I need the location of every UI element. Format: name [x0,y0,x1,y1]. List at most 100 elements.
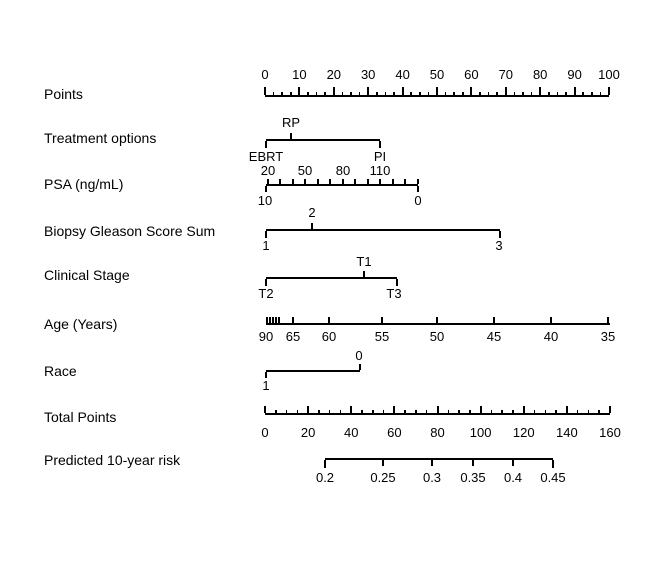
gleason-tick [265,231,267,238]
total-tick [275,409,277,413]
points-tick [453,91,455,95]
total-tick [479,406,482,413]
row-label-risk: Predicted 10-year risk [44,452,181,468]
stage-tick [265,279,267,286]
psa-tick [366,179,369,184]
risk-tick [552,460,554,468]
risk-tick [382,460,384,466]
stage-tick [363,271,365,277]
stage-tick [396,279,398,286]
psa-tick-label: 80 [335,163,351,178]
race-tick-label: 0 [355,348,363,363]
total-tick [318,409,320,413]
total-tick [361,409,363,413]
row-label-total: Total Points [44,409,117,425]
stage-tick-label: T1 [356,254,372,269]
risk-tick [324,460,326,468]
total-tick [350,406,353,413]
points-tick [358,91,361,95]
total-axis-line [265,413,610,415]
total-tick-label: 160 [599,425,621,440]
points-tick [513,91,516,95]
points-tick-label: 50 [429,67,445,82]
total-tick [533,409,536,413]
age-tick [271,317,274,323]
age-tick [265,317,268,323]
treatment-axis-line [266,139,380,141]
total-tick [490,409,493,413]
points-tick-label: 60 [464,67,479,82]
stage-tick-label: T3 [386,286,402,301]
total-tick [555,409,557,413]
row-label-stage: Clinical Stage [44,267,130,283]
points-tick [436,87,438,95]
total-tick-label: 120 [512,425,535,440]
age-tick-label: 50 [429,329,445,344]
total-tick [372,409,374,413]
points-tick [573,87,576,95]
total-tick [307,406,310,413]
points-tick [556,91,559,95]
gleason-tick-label: 2 [308,205,316,220]
total-tick [565,406,568,413]
points-tick [332,87,335,95]
total-tick [264,406,266,413]
risk-tick-label: 0.45 [540,470,566,485]
total-tick-label: 40 [344,425,359,440]
total-tick [436,406,439,413]
points-tick [479,91,481,95]
psa-tick [404,179,406,184]
total-tick-label: 60 [387,425,402,440]
psa-tick-label: 0 [414,193,422,208]
treatment-tick-label: PI [373,149,387,164]
points-tick [376,91,378,95]
risk-tick-label: 0.2 [315,470,335,485]
points-tick [548,91,550,95]
points-tick [410,91,412,95]
row-label-age: Age (Years) [44,316,118,332]
age-tick-label: 45 [486,329,502,344]
total-tick [576,409,579,413]
psa-tick-label: 20 [260,163,276,178]
points-tick [608,87,610,95]
points-tick-label: 40 [395,67,410,82]
total-tick [285,409,288,413]
risk-tick-label: 0.3 [422,470,442,485]
points-tick-label: 100 [598,67,620,82]
total-tick [425,409,428,413]
risk-tick-label: 0.4 [503,470,523,485]
age-tick [328,317,330,323]
total-tick-label: 80 [430,425,445,440]
total-tick [609,406,611,413]
total-tick [522,406,525,413]
age-tick [268,317,271,323]
points-tick [522,91,524,95]
gleason-axis-line [266,229,500,231]
points-tick [393,91,395,95]
treatment-tick-label: EBRT [248,149,284,164]
psa-tick [354,179,356,184]
psa-tick-label: 10 [257,193,273,208]
psa-tick-label: 110 [369,163,391,178]
psa-tick [304,179,306,184]
points-tick [591,91,593,95]
total-tick [544,409,547,413]
total-tick [415,409,417,413]
stage-axis-line [266,277,397,279]
points-tick [530,91,533,95]
age-tick [274,317,277,323]
age-axis-line [266,323,610,325]
risk-tick [431,460,433,466]
points-tick [281,91,283,95]
total-tick [587,409,590,413]
risk-tick-label: 0.25 [370,470,396,485]
row-label-points: Points [44,86,83,102]
total-tick [339,409,342,413]
age-tick [436,317,438,323]
total-tick-label: 0 [261,425,269,440]
age-tick [277,317,280,323]
treatment-tick [379,141,381,148]
total-tick [404,409,406,413]
treatment-tick [290,133,292,139]
psa-axis-line [266,184,418,186]
